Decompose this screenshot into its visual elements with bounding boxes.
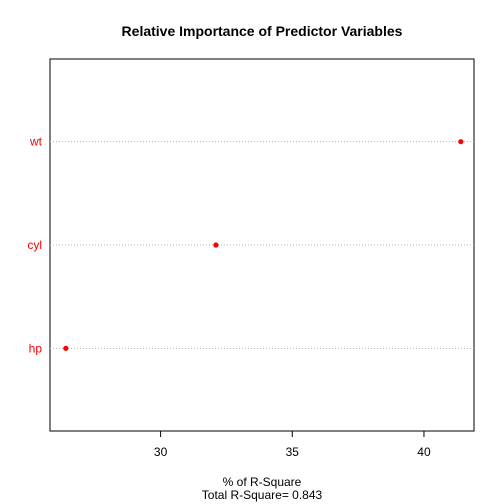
data-points	[63, 139, 464, 351]
x-tick-label-35: 35	[286, 445, 300, 459]
category-label-cyl: cyl	[27, 238, 42, 252]
chart-title: Relative Importance of Predictor Variabl…	[122, 23, 403, 39]
x-axis: 30 35 40	[154, 431, 431, 459]
chart-subtitle: Total R-Square= 0.843	[202, 488, 323, 502]
x-tick-label-40: 40	[417, 445, 431, 459]
grid-lines	[50, 141, 474, 349]
x-axis-label: % of R-Square	[223, 475, 302, 489]
data-point-cyl	[213, 242, 219, 248]
category-labels: wt cyl hp	[27, 135, 42, 356]
category-label-hp: hp	[29, 341, 43, 355]
data-point-hp	[63, 345, 69, 351]
category-label-wt: wt	[29, 135, 43, 149]
x-tick-label-30: 30	[154, 445, 168, 459]
data-point-wt	[458, 139, 464, 145]
